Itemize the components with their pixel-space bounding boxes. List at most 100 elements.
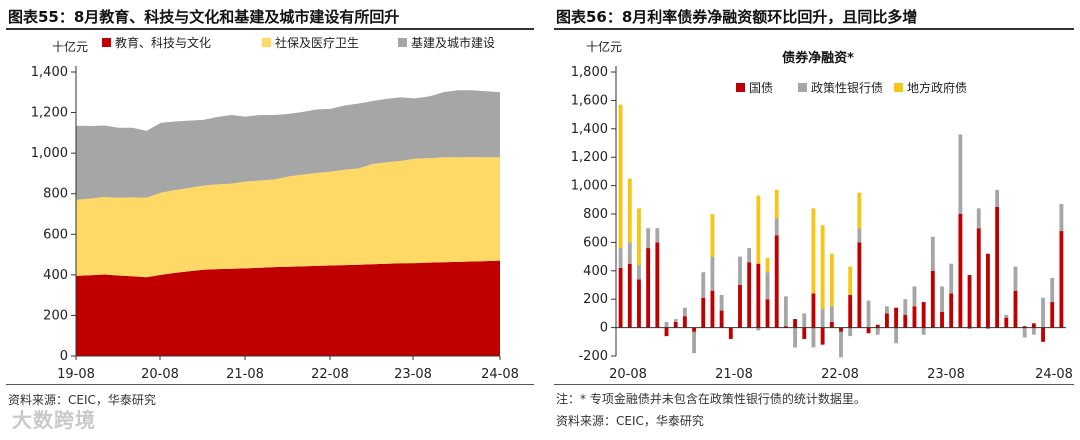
- right-bar-1: [701, 272, 706, 298]
- right-bar-0: [1041, 327, 1045, 342]
- right-bar-0: [1031, 323, 1036, 328]
- right-legend-swatch: [736, 83, 745, 92]
- right-bar-0: [627, 263, 632, 328]
- right-bar-0: [949, 293, 954, 328]
- right-bar-0: [903, 314, 908, 328]
- right-bar-0: [664, 327, 669, 337]
- right-bar-0: [820, 327, 825, 345]
- right-bottom-rule: [554, 384, 1074, 385]
- right-y-tick-label: 1,400: [571, 122, 608, 137]
- right-bar-0: [756, 263, 761, 328]
- right-bar-1: [664, 321, 669, 328]
- right-bar-0: [912, 306, 917, 328]
- right-bar-1: [1050, 277, 1055, 303]
- right-bar-2: [857, 192, 862, 229]
- right-bar-0: [765, 299, 770, 328]
- right-bar-0: [710, 290, 715, 328]
- right-bar-1: [1013, 266, 1018, 291]
- right-bar-0: [848, 294, 853, 328]
- right-bar-1: [719, 294, 724, 311]
- right-bar-1: [802, 313, 807, 328]
- right-bar-0: [802, 327, 807, 339]
- right-x-tick-label: 24-08: [1035, 367, 1073, 382]
- left-legend-label: 社保及医疗卫生: [275, 35, 359, 50]
- right-bar-0: [967, 275, 972, 328]
- right-bar-1: [765, 272, 770, 300]
- right-bar-1: [958, 134, 963, 214]
- right-bar-2: [848, 266, 853, 295]
- right-title-rule: [554, 28, 1074, 30]
- left-source: 资料来源：CEIC，华泰研究: [8, 393, 156, 407]
- right-bar-0: [986, 253, 990, 328]
- left-x-tick-label: 21-08: [226, 367, 264, 382]
- right-bar-1: [921, 327, 926, 335]
- left-legend-swatch: [398, 38, 407, 47]
- right-bar-1: [949, 263, 954, 294]
- right-y-tick-label: -200: [578, 349, 608, 364]
- right-bar-1: [903, 299, 908, 315]
- right-bar-0: [1050, 302, 1055, 328]
- right-bar-1: [1031, 327, 1036, 335]
- right-bar-2: [710, 214, 715, 257]
- left-bottom-rule: [6, 384, 534, 385]
- right-bar-1: [627, 242, 632, 264]
- right-bar-1: [756, 327, 761, 331]
- right-bar-1: [1004, 314, 1009, 318]
- right-bar-2: [618, 104, 623, 249]
- right-legend-label: 国债: [749, 81, 773, 95]
- right-bar-1: [1059, 204, 1064, 232]
- right-bar-1: [738, 256, 742, 285]
- right-bar-0: [655, 242, 660, 328]
- right-bar-1: [829, 306, 834, 322]
- right-bar-0: [829, 321, 834, 328]
- right-bar-0: [701, 297, 706, 328]
- right-bar-1: [793, 327, 798, 348]
- right-bar-0: [811, 293, 816, 328]
- right-y-tick-label: 600: [583, 235, 608, 250]
- left-y-tick-label: 0: [60, 349, 68, 364]
- right-bar-0: [875, 324, 880, 328]
- right-legend-swatch: [798, 83, 807, 92]
- right-bar-0: [692, 327, 696, 332]
- right-bar-0: [940, 311, 944, 328]
- right-bar-0: [646, 248, 651, 328]
- right-bar-2: [637, 208, 641, 266]
- left-legend-label: 基建及城市建设: [411, 35, 495, 50]
- right-bar-0: [976, 228, 981, 328]
- right-bar-1: [848, 327, 853, 337]
- right-bar-1: [618, 248, 623, 268]
- left-unit-label: 十亿元: [52, 40, 89, 54]
- right-bar-1: [986, 327, 990, 330]
- right-y-tick-label: 400: [583, 264, 608, 279]
- right-bar-1: [894, 327, 899, 344]
- right-y-tick-label: 200: [583, 292, 608, 307]
- right-bar-0: [747, 262, 752, 328]
- left-legend-label: 教育、科技与文化: [115, 35, 211, 50]
- left-chart-panel: 图表55：8月教育、科技与文化和基建及城市建设有所回升 十亿元 0 200 400 6…: [6, 8, 534, 407]
- right-bar-1: [884, 306, 889, 314]
- left-x-tick-label: 23-08: [394, 367, 432, 382]
- right-bar-2: [627, 178, 632, 243]
- right-bar-2: [820, 225, 825, 310]
- watermark-logo: 大数跨境: [12, 408, 96, 432]
- right-bar-0: [884, 313, 889, 328]
- right-bar-1: [930, 236, 935, 271]
- right-bar-2: [829, 253, 834, 307]
- right-x-tick-label: 20-08: [609, 367, 647, 382]
- right-y-tick-label: 1,600: [571, 93, 608, 108]
- right-y-tick-label: 1,200: [571, 150, 608, 165]
- right-bar-0: [894, 307, 899, 328]
- right-bar-0: [958, 214, 963, 328]
- right-bar-0: [1022, 326, 1027, 328]
- right-bar-2: [774, 189, 779, 219]
- right-bar-0: [618, 267, 623, 328]
- left-x-tick-label: 24-08: [481, 367, 519, 382]
- left-title-rule: [6, 28, 534, 30]
- right-legend-label: 地方政府债: [907, 80, 967, 95]
- right-bar-0: [930, 270, 935, 328]
- right-bar-0: [921, 302, 926, 328]
- right-legend-swatch: [894, 83, 903, 92]
- left-x-tick-label: 19-08: [57, 367, 95, 382]
- right-legend-label: 政策性银行债: [811, 81, 883, 95]
- right-bar-1: [673, 319, 678, 322]
